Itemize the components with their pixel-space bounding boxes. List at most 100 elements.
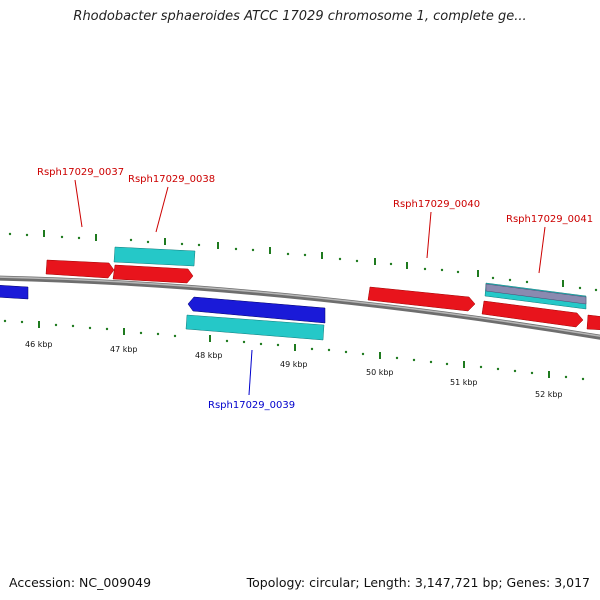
tick-dot bbox=[525, 280, 529, 284]
tick-dot bbox=[105, 327, 109, 331]
tick-major bbox=[477, 270, 479, 277]
leader-line-rsph17029-0039 bbox=[248, 349, 253, 396]
gene-arrow-rsph17029-0039[interactable] bbox=[187, 296, 326, 324]
tick-dot bbox=[88, 326, 92, 330]
top-tick-track bbox=[8, 230, 598, 292]
accession-text: Accession: NC_009049 bbox=[9, 575, 152, 590]
tick-dot bbox=[77, 236, 81, 240]
tick-dot bbox=[412, 358, 416, 362]
tick-dot bbox=[344, 350, 348, 354]
tick-major bbox=[95, 234, 97, 241]
tick-dot bbox=[491, 276, 495, 280]
tick-dot bbox=[25, 233, 29, 237]
tick-dot bbox=[395, 356, 399, 360]
tick-major bbox=[321, 252, 323, 259]
tick-major bbox=[406, 262, 408, 269]
genome-summary-text: Topology: circular; Length: 3,147,721 bp… bbox=[246, 575, 590, 590]
tick-dot bbox=[361, 352, 365, 356]
tick-dot bbox=[71, 324, 75, 328]
leader-line-rsph17029-0040 bbox=[426, 211, 432, 259]
kbp-tick-label: 47 kbp bbox=[110, 345, 138, 354]
leader-line-rsph17029-0041 bbox=[538, 226, 546, 274]
tick-dot bbox=[180, 242, 184, 246]
tick-dot bbox=[3, 319, 7, 323]
gene-label-rsph17029-0039[interactable]: Rsph17029_0039 bbox=[208, 400, 295, 411]
tick-dot bbox=[578, 286, 582, 290]
gene-label-rsph17029-0038[interactable]: Rsph17029_0038 bbox=[128, 174, 215, 185]
leader-line-rsph17029-0037 bbox=[74, 179, 83, 228]
tick-dot bbox=[423, 267, 427, 271]
tick-major bbox=[463, 361, 465, 368]
tick-dot bbox=[173, 334, 177, 338]
chromosome-backbone bbox=[0, 275, 600, 340]
tick-major bbox=[38, 321, 40, 328]
leader-line-rsph17029-0038 bbox=[155, 186, 169, 233]
tick-major bbox=[294, 344, 296, 351]
kbp-tick-label: 49 kbp bbox=[280, 360, 308, 369]
tick-major bbox=[269, 247, 271, 254]
tick-dot bbox=[445, 362, 449, 366]
tick-dot bbox=[327, 348, 331, 352]
tick-dot bbox=[259, 342, 263, 346]
tick-major bbox=[379, 352, 381, 359]
cds-feature-rsph17029-0038[interactable] bbox=[113, 246, 196, 267]
tick-dot bbox=[440, 268, 444, 272]
tick-dot bbox=[530, 371, 534, 375]
gene-label-rsph17029-0037[interactable]: Rsph17029_0037 bbox=[37, 167, 124, 178]
gene-arrow-rsph17029-0040[interactable] bbox=[367, 286, 476, 312]
bottom-tick-track bbox=[3, 319, 585, 381]
tick-major bbox=[562, 280, 564, 287]
tick-dot bbox=[8, 232, 12, 236]
tick-dot bbox=[129, 238, 133, 242]
tick-dot bbox=[54, 323, 58, 327]
gene-arrow-offscreen-right[interactable] bbox=[586, 314, 600, 330]
tick-major bbox=[164, 238, 166, 245]
tick-major bbox=[209, 335, 211, 342]
tick-dot bbox=[303, 253, 307, 257]
tick-dot bbox=[508, 278, 512, 282]
tick-dot bbox=[594, 288, 598, 292]
chromosome-backbone-highlight bbox=[0, 276, 600, 337]
tick-dot bbox=[156, 332, 160, 336]
kbp-tick-label: 50 kbp bbox=[366, 368, 394, 377]
tick-dot bbox=[355, 259, 359, 263]
gene-arrow-rsph17029-0037[interactable] bbox=[45, 259, 115, 279]
tick-dot bbox=[234, 247, 238, 251]
gene-label-rsph17029-0040[interactable]: Rsph17029_0040 bbox=[393, 199, 480, 210]
gene-arrow-rsph17029-0038[interactable] bbox=[112, 264, 194, 284]
kbp-tick-label: 52 kbp bbox=[535, 390, 563, 399]
tick-dot bbox=[496, 367, 500, 371]
tick-dot bbox=[429, 360, 433, 364]
tick-dot bbox=[479, 365, 483, 369]
tick-major bbox=[548, 371, 550, 378]
tick-dot bbox=[139, 331, 143, 335]
tick-dot bbox=[242, 340, 246, 344]
kbp-tick-label: 48 kbp bbox=[195, 351, 223, 360]
tick-dot bbox=[251, 248, 255, 252]
gene-arrow-rsph17029-0041[interactable] bbox=[481, 300, 584, 328]
tick-major bbox=[374, 258, 376, 265]
tick-dot bbox=[513, 369, 517, 373]
tick-dot bbox=[197, 243, 201, 247]
tick-dot bbox=[564, 375, 568, 379]
tick-dot bbox=[338, 257, 342, 261]
tick-dot bbox=[456, 270, 460, 274]
tick-dot bbox=[20, 320, 24, 324]
kbp-tick-label: 51 kbp bbox=[450, 378, 478, 387]
tick-major bbox=[123, 328, 125, 335]
gene-label-rsph17029-0041[interactable]: Rsph17029_0041 bbox=[506, 214, 593, 225]
gene-arrow-offscreen-left[interactable] bbox=[0, 285, 29, 300]
tick-dot bbox=[60, 235, 64, 239]
tick-dot bbox=[286, 252, 290, 256]
tick-major bbox=[43, 230, 45, 237]
misc-feature-rsph17029-0041[interactable] bbox=[485, 283, 587, 305]
map-title: Rhodobacter sphaeroides ATCC 17029 chrom… bbox=[73, 9, 527, 24]
kbp-tick-label: 46 kbp bbox=[25, 340, 53, 349]
tick-dot bbox=[276, 343, 280, 347]
tick-dot bbox=[225, 339, 229, 343]
tick-major bbox=[217, 242, 219, 249]
tick-dot bbox=[146, 240, 150, 244]
cds-feature-rsph17029-0039[interactable] bbox=[185, 314, 325, 341]
tick-dot bbox=[310, 347, 314, 351]
